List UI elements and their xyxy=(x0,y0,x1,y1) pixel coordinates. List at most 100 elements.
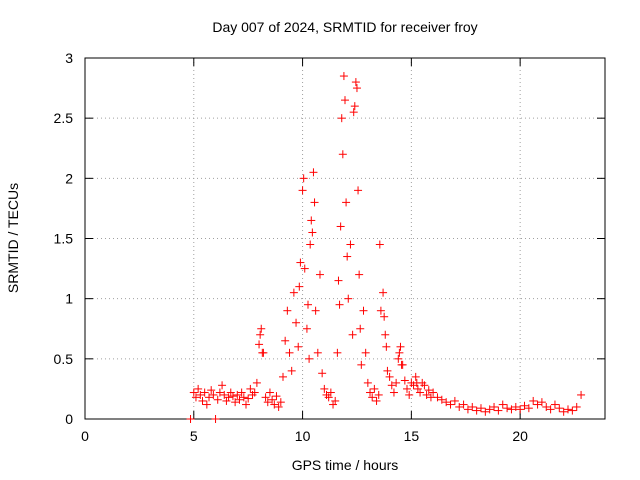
data-point xyxy=(559,407,568,416)
data-point xyxy=(346,240,355,249)
data-point xyxy=(246,384,255,393)
data-point xyxy=(244,394,253,403)
data-point xyxy=(228,392,237,401)
data-point xyxy=(494,406,503,415)
data-point xyxy=(278,372,287,381)
data-point xyxy=(339,72,348,81)
data-point xyxy=(383,366,392,375)
data-points xyxy=(186,72,586,423)
data-point xyxy=(392,378,401,387)
data-point xyxy=(380,312,389,321)
data-point xyxy=(304,300,313,309)
data-point xyxy=(397,360,406,369)
data-point xyxy=(343,252,352,261)
data-point xyxy=(242,400,251,409)
data-point xyxy=(350,102,359,111)
data-point xyxy=(413,384,422,393)
data-point xyxy=(324,393,333,402)
data-point xyxy=(292,318,301,327)
data-point xyxy=(283,306,292,315)
data-point xyxy=(405,390,414,399)
data-point xyxy=(239,393,248,402)
data-point xyxy=(235,395,244,404)
data-point xyxy=(459,400,468,409)
data-point xyxy=(205,393,214,402)
data-point xyxy=(306,240,315,249)
data-point xyxy=(381,330,390,339)
data-point xyxy=(433,393,442,402)
y-tick-label: 1.5 xyxy=(54,231,74,247)
data-point xyxy=(295,282,304,291)
data-point xyxy=(305,354,314,363)
axis-ticks: 0 0.5 1 1.5 2 2.5 3 0 5 10 15 20 xyxy=(54,50,605,444)
data-point xyxy=(498,400,507,409)
data-point xyxy=(357,360,366,369)
y-tick-label: 1 xyxy=(65,291,73,307)
data-point xyxy=(335,300,344,309)
x-tick-label: 20 xyxy=(512,428,528,444)
data-point xyxy=(233,390,242,399)
data-point xyxy=(331,396,340,405)
data-point xyxy=(186,415,195,423)
data-point xyxy=(529,396,538,405)
data-point xyxy=(516,405,525,414)
data-point xyxy=(342,198,351,207)
data-point xyxy=(215,388,224,397)
data-point xyxy=(503,404,512,413)
y-tick-label: 0.5 xyxy=(54,351,74,367)
data-point xyxy=(272,392,281,401)
y-tick-label: 2 xyxy=(65,170,73,186)
data-point xyxy=(270,400,279,409)
data-point xyxy=(224,393,233,402)
data-point xyxy=(424,386,433,395)
data-point xyxy=(220,390,229,399)
data-point xyxy=(289,288,298,297)
data-point xyxy=(396,342,405,351)
data-point xyxy=(258,348,267,357)
data-point xyxy=(403,384,412,393)
data-point xyxy=(395,348,404,357)
data-point xyxy=(422,390,431,399)
data-point xyxy=(200,388,209,397)
data-point xyxy=(209,390,218,399)
data-point xyxy=(476,404,485,413)
data-point xyxy=(329,400,338,409)
data-point xyxy=(450,396,459,405)
data-point xyxy=(379,288,388,297)
data-point xyxy=(420,381,429,390)
data-point xyxy=(252,378,261,387)
x-tick-label: 0 xyxy=(81,428,89,444)
data-point xyxy=(468,402,477,411)
data-point xyxy=(211,415,220,423)
data-point xyxy=(400,376,409,385)
data-point xyxy=(368,393,377,402)
data-point xyxy=(511,402,520,411)
y-tick-label: 2.5 xyxy=(54,110,74,126)
data-point xyxy=(302,324,311,333)
data-point xyxy=(389,388,398,397)
data-point xyxy=(437,395,446,404)
data-point xyxy=(231,398,240,407)
data-point xyxy=(416,388,425,397)
data-point xyxy=(194,384,203,393)
data-point xyxy=(481,407,490,416)
data-point xyxy=(555,404,564,413)
data-point xyxy=(442,398,451,407)
data-point xyxy=(564,405,573,414)
x-tick-label: 5 xyxy=(190,428,198,444)
data-point xyxy=(446,400,455,409)
data-point xyxy=(276,398,285,407)
data-point xyxy=(333,348,342,357)
data-point xyxy=(338,150,347,159)
data-point xyxy=(375,240,384,249)
data-point xyxy=(285,348,294,357)
data-point xyxy=(463,405,472,414)
data-point xyxy=(222,396,231,405)
data-point xyxy=(299,174,308,183)
data-point xyxy=(191,393,200,402)
data-point xyxy=(542,402,551,411)
data-point xyxy=(307,216,316,225)
data-point xyxy=(537,398,546,407)
data-point xyxy=(213,395,222,404)
